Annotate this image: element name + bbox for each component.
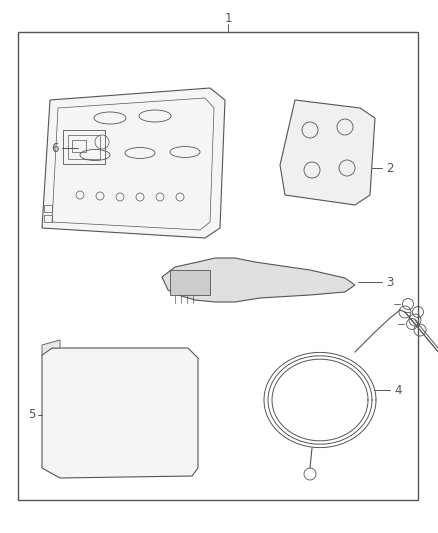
Text: 6: 6 bbox=[51, 141, 59, 155]
Bar bbox=[170, 270, 210, 295]
Bar bbox=[63, 130, 105, 164]
Bar bbox=[44, 205, 52, 212]
Bar bbox=[18, 32, 418, 500]
Polygon shape bbox=[280, 100, 375, 205]
Bar bbox=[44, 215, 52, 222]
Text: 1: 1 bbox=[224, 12, 232, 25]
Text: 4: 4 bbox=[394, 384, 402, 397]
Polygon shape bbox=[42, 348, 198, 478]
Polygon shape bbox=[42, 88, 225, 238]
Text: 5: 5 bbox=[28, 408, 35, 422]
Text: 3: 3 bbox=[386, 276, 394, 288]
Polygon shape bbox=[42, 340, 60, 355]
Text: 2: 2 bbox=[386, 161, 394, 174]
Polygon shape bbox=[162, 258, 355, 302]
Bar bbox=[72, 140, 86, 152]
Bar bbox=[68, 135, 100, 159]
